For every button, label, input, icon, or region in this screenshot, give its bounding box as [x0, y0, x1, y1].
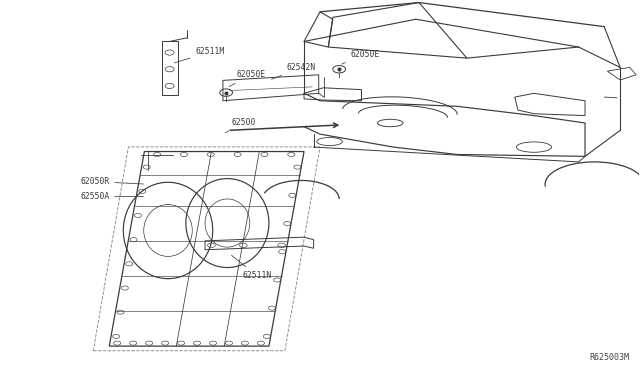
Text: 62050E: 62050E [342, 50, 380, 64]
Text: 62511N: 62511N [232, 255, 271, 280]
Text: R625003M: R625003M [589, 353, 630, 362]
Text: 62511M: 62511M [175, 47, 225, 63]
Text: 62550A: 62550A [80, 192, 143, 201]
Text: 62542N: 62542N [271, 63, 316, 79]
Text: 62050R: 62050R [80, 177, 143, 186]
Text: 62500: 62500 [225, 118, 256, 133]
Text: 62050E: 62050E [229, 70, 266, 87]
